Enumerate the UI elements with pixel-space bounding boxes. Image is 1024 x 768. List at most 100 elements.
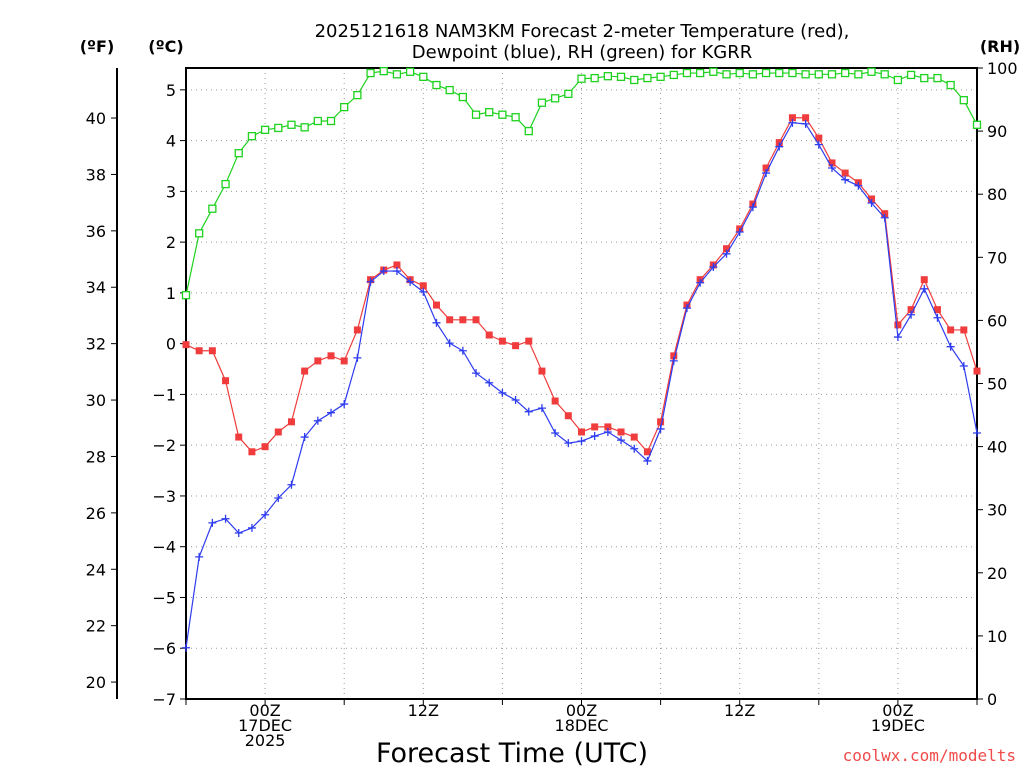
rh-point [181,291,191,300]
rh-point [471,110,481,119]
c-tick-label: −3 [152,487,176,506]
f-tick-label: 28 [86,447,106,466]
temperature-point [920,276,928,284]
temperature-point [327,352,335,360]
dewpoint-point [353,353,362,362]
rh-point [550,94,560,103]
rh-point [195,229,204,238]
rh-point [656,72,665,81]
f-tick-label: 34 [86,278,106,297]
temperature-point [538,367,546,375]
rh-point [801,70,810,79]
rh-point [247,131,257,141]
rh-point [392,70,402,79]
temperature-point [485,331,493,339]
dewpoint-point [472,369,481,378]
temperature-point [248,448,256,456]
c-tick-label: −7 [152,690,176,709]
rh-point [287,120,296,129]
rh-point [643,73,652,83]
temperature-point [894,321,902,329]
rh-tick-label: 30 [987,501,1007,520]
dewpoint-point [722,249,731,258]
dewpoint-point [841,175,850,184]
dewpoint-point [762,169,771,178]
dewpoint-point [300,433,309,442]
f-tick-label: 20 [86,673,106,692]
dewpoint-point [735,227,744,236]
temperature-point [393,261,401,269]
rh-point [788,68,797,78]
credit-text: coolwx.com/modelts [843,746,1016,765]
rh-point [564,89,573,99]
rh-point [274,123,283,133]
dewpoint-point [933,313,942,322]
temperature-point [208,347,216,355]
rh-point [366,68,375,78]
temperature-point [182,341,190,349]
temperature-point [868,195,876,203]
rh-point [735,68,744,78]
rh-point [498,110,507,119]
dewpoint-point [920,284,929,293]
rh-point [709,67,718,76]
rh-tick-label: 50 [987,375,1007,394]
dewpoint-point [379,267,388,276]
x-tick-label: 12Z [408,701,439,720]
dewpoint-point [973,428,981,437]
temperature-point [973,367,981,375]
rh-point [959,96,968,105]
dewpoint-point [867,199,876,208]
dewpoint-point [445,339,454,348]
temperature-point [419,282,427,290]
c-tick-label: 1 [166,284,176,303]
dewpoint-point [234,529,243,538]
rh-tick-label: 70 [987,248,1007,267]
dewpoint-point [590,432,599,441]
rh-point [485,108,494,117]
c-tick-label: 5 [166,81,176,100]
rh-point [590,73,599,83]
temperature-point [723,245,731,253]
dewpoint-point [221,514,230,523]
temperature-point [881,210,889,218]
rh-point [419,72,428,81]
rh-point [603,72,613,81]
dewpoint-point [880,213,889,222]
temperature-point [353,326,361,334]
f-tick-label: 24 [86,560,106,579]
temperature-point [657,418,665,426]
dewpoint-point [669,356,678,365]
rh-tick-label: 100 [987,59,1018,78]
rh-point [221,179,230,189]
temperature-point [287,418,295,426]
x-tick-label: 00Z [882,701,913,720]
rh-point [841,68,850,78]
dewpoint-point [208,518,217,527]
rh-point [775,68,784,78]
dewpoint-point [748,203,757,212]
rh-point [326,116,336,126]
x-tick-label: 18DEC [555,716,609,735]
temperature-point [670,352,678,360]
dewpoint-point [682,304,691,313]
temperature-line [185,117,978,453]
chart-title-line2: Dewpoint (blue), RH (green) for KGRR [412,42,752,63]
dewpoint-point [788,118,797,127]
celsius-axis-label: (ºC) [148,37,183,56]
rh-point [524,126,533,136]
rh-point [313,116,322,126]
temperature-point [828,159,836,167]
f-tick-label: 26 [86,504,106,523]
dewpoint-point [577,437,586,446]
rh-tick-label: 40 [987,438,1007,457]
dewpoint-point [551,428,560,437]
dewpoint-point [485,378,494,387]
x-tick-label: 00Z [566,701,597,720]
c-tick-label: 4 [166,132,176,151]
chart-title-line1: 2025121618 NAM3KM Forecast 2-meter Tempe… [315,21,850,42]
rh-point [867,67,876,76]
rh-axis-label: (RH) [980,37,1020,56]
temperature-point [947,326,955,334]
rh-point [854,70,863,79]
